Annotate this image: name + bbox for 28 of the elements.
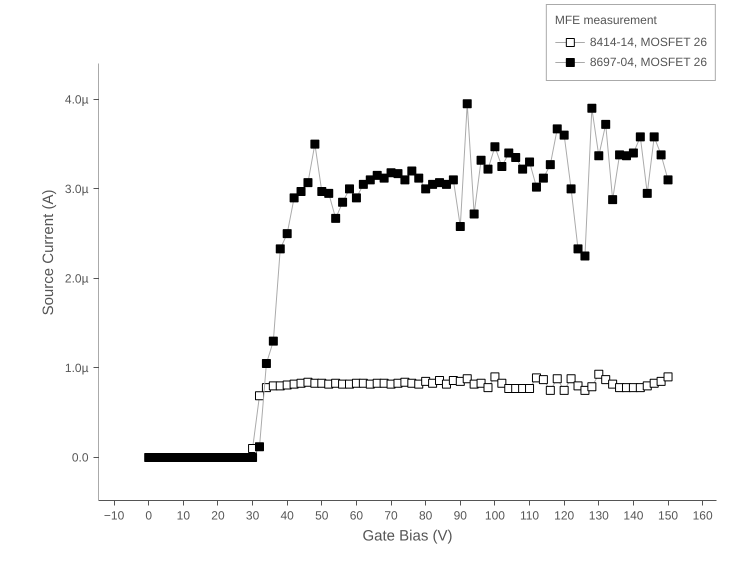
x-tick-label: 0 — [145, 508, 152, 522]
x-tick-label: 40 — [280, 508, 294, 522]
y-axis-title: Source Current (A) — [40, 190, 57, 316]
legend-label: 8414-14, MOSFET 26 — [590, 35, 707, 49]
x-tick-label: 20 — [211, 508, 225, 522]
legend-label: 8697-04, MOSFET 26 — [590, 55, 707, 69]
x-tick-label: 140 — [623, 508, 644, 522]
x-tick-label: 50 — [315, 508, 329, 522]
x-tick-label: 120 — [554, 508, 574, 522]
y-tick-label: 0.0 — [72, 450, 89, 465]
x-tick-label: −10 — [104, 508, 125, 522]
y-tick-label: 4.0µ — [64, 92, 89, 106]
y-tick-label: 2.0µ — [64, 271, 89, 286]
x-tick-label: 100 — [484, 508, 506, 522]
x-tick-label: 130 — [588, 508, 610, 522]
x-tick-label: 160 — [692, 508, 713, 522]
x-tick-label: 150 — [658, 508, 678, 522]
x-tick-label: 90 — [454, 508, 468, 522]
y-tick-label: 1.0µ — [64, 360, 89, 375]
x-tick-label: 30 — [246, 508, 260, 522]
x-tick-label: 60 — [350, 508, 364, 522]
x-axis-title: Gate Bias (V) — [362, 528, 453, 544]
x-tick-label: 10 — [176, 508, 190, 522]
x-tick-label: 70 — [384, 508, 398, 522]
y-tick-label: 3.0µ — [64, 182, 89, 196]
x-tick-label: 110 — [520, 508, 540, 522]
legend-title: MFE measurement — [554, 13, 658, 27]
x-tick-label: 80 — [419, 508, 433, 522]
